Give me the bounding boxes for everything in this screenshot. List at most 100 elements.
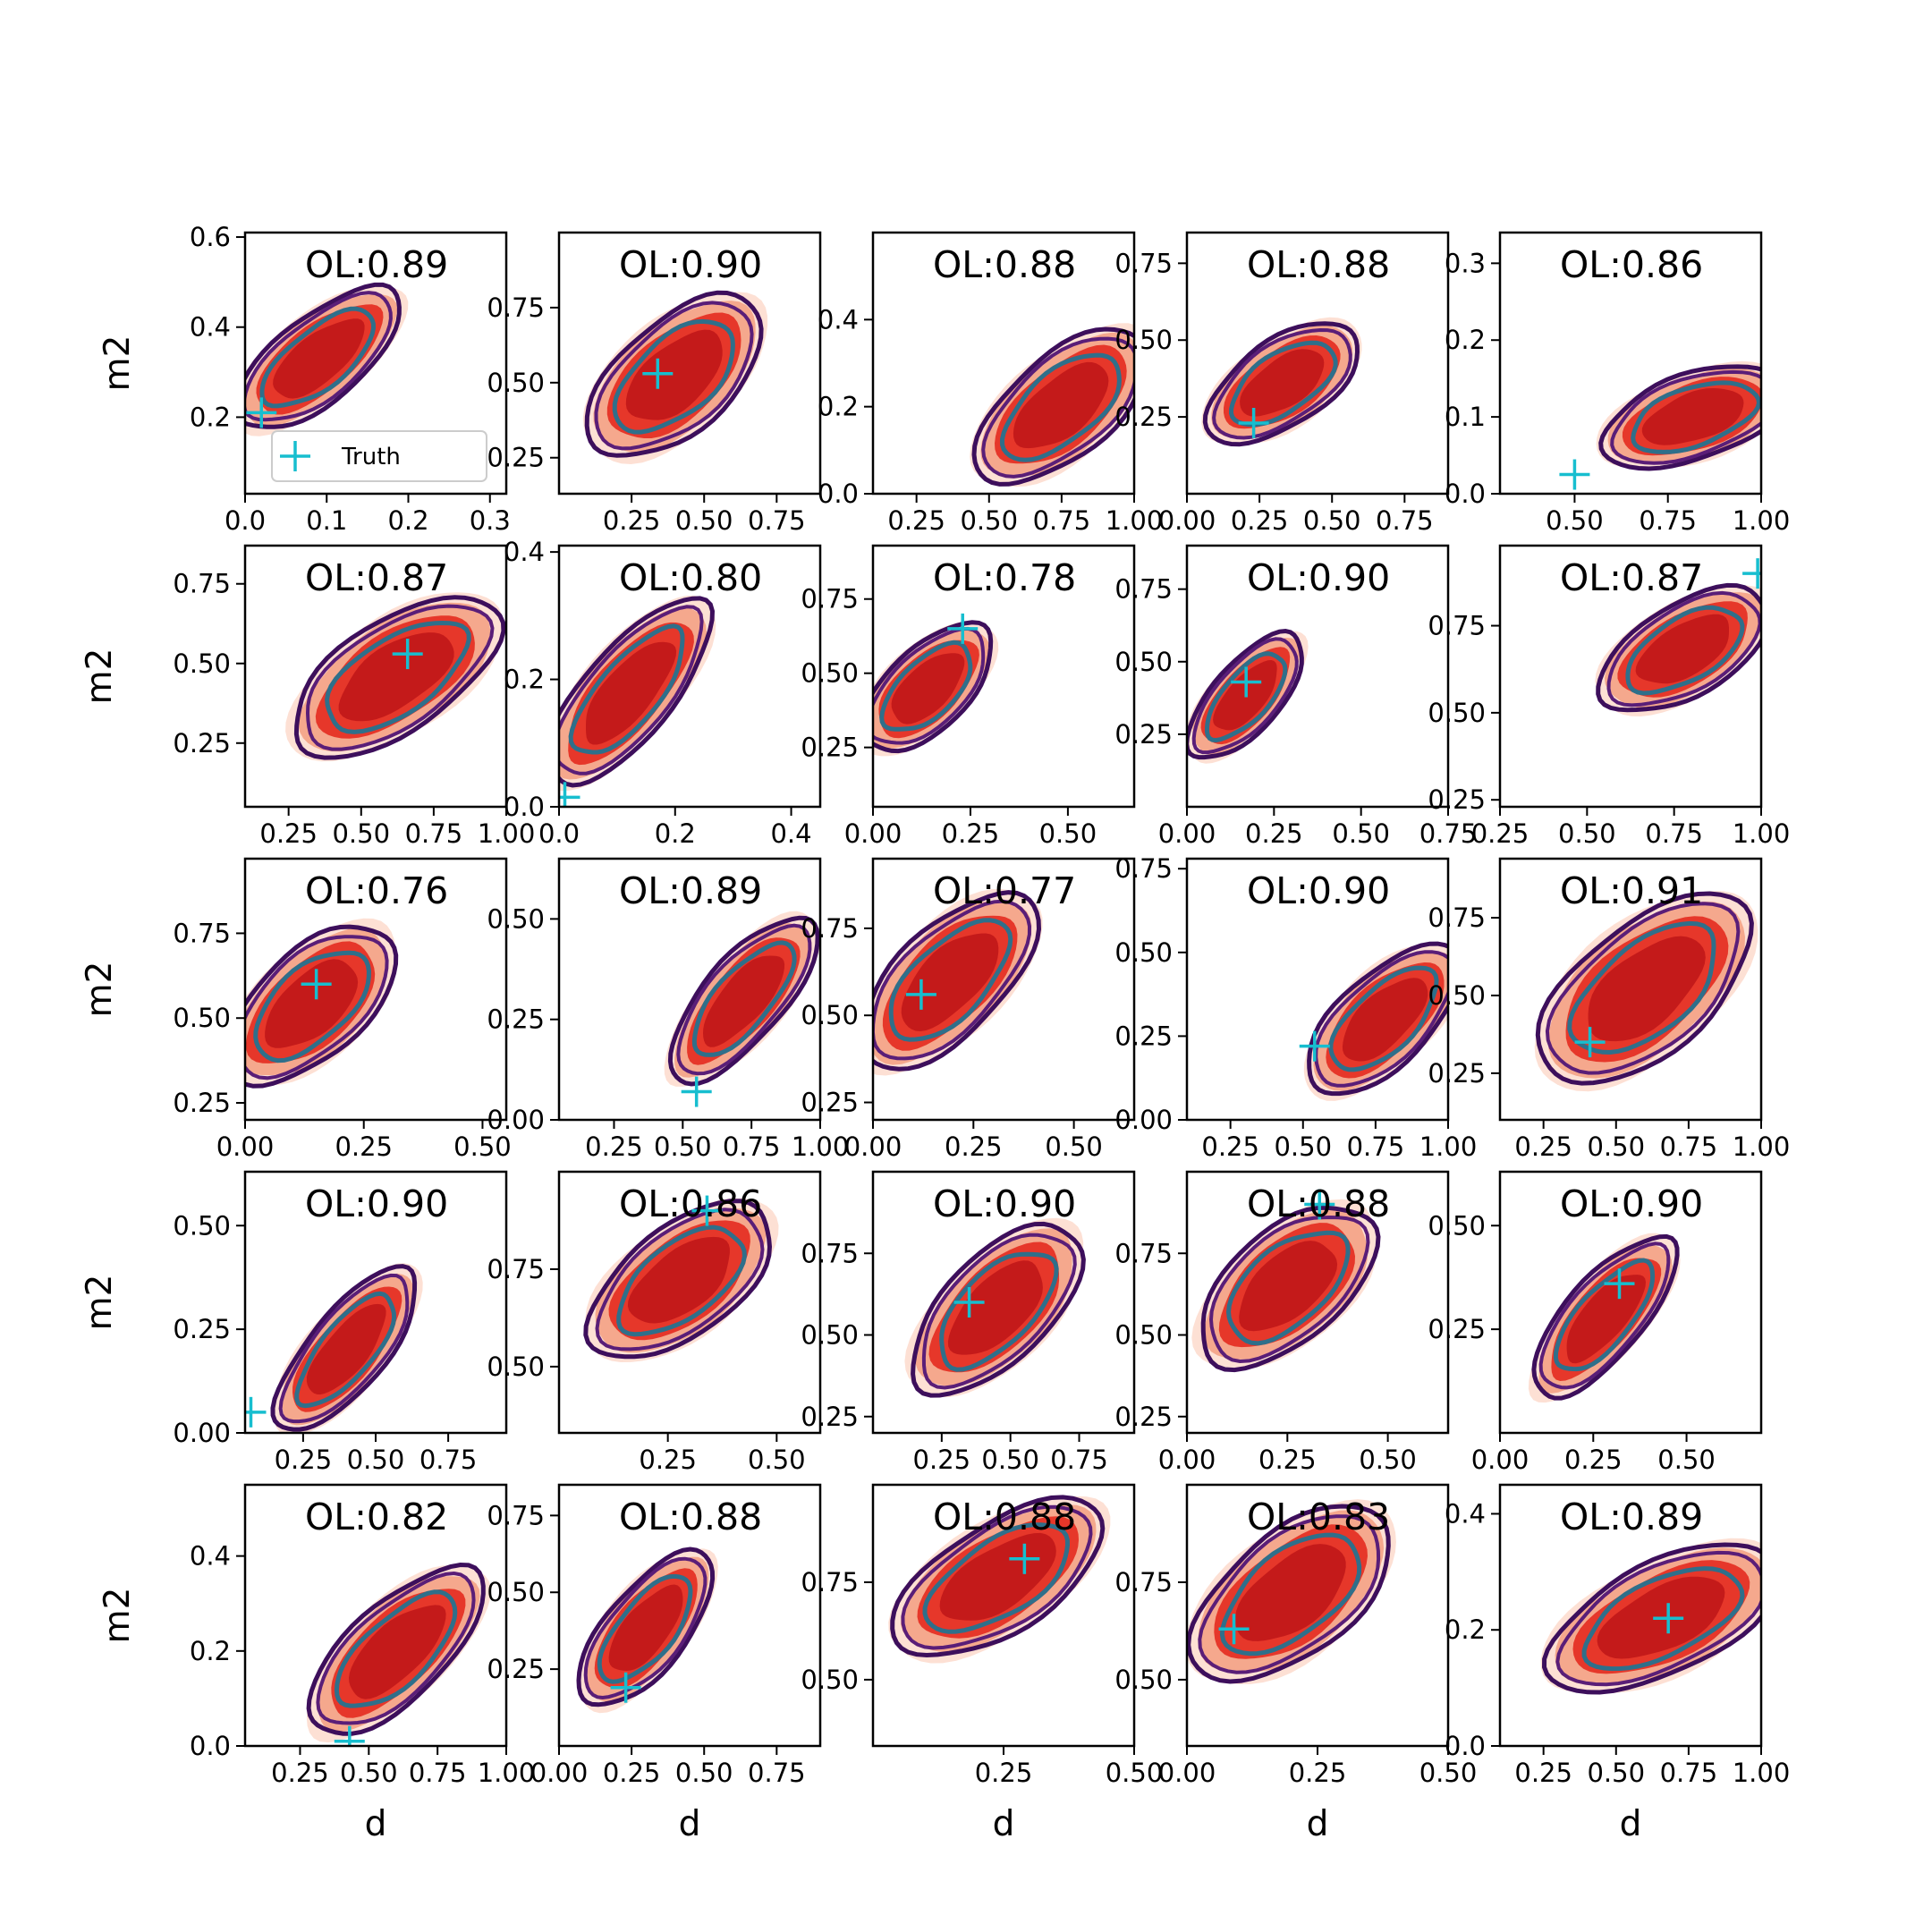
contour-area — [583, 1195, 779, 1362]
y-tick-label: 0.25 — [173, 1088, 231, 1118]
truth-marker — [691, 1195, 723, 1226]
x-tick-label: 0.4 — [770, 818, 811, 849]
overlap-label: OL:0.87 — [1560, 556, 1703, 599]
density-fill-inner — [1239, 1241, 1338, 1332]
x-tick-label: 0.50 — [332, 818, 390, 849]
x-tick-label: 0.25 — [603, 505, 661, 536]
y-tick-label: 0.75 — [487, 1500, 545, 1530]
contour-line-outer — [873, 620, 994, 754]
axes-frame — [557, 544, 822, 809]
contour-line-inner — [1625, 605, 1745, 696]
panel-1-0: 0.25 0.50 0.75 1.00 0.25 0.50 0.75 OL:0.87 m2 — [80, 544, 535, 849]
y-tick-label: 0.50 — [487, 1577, 545, 1607]
y-axis-label: m2 — [97, 335, 138, 392]
x-tick-label: 0.25 — [585, 1131, 643, 1162]
y-tick-label: 0.1 — [1445, 402, 1486, 432]
contour-line-inner — [568, 623, 685, 755]
y-axis-label: m2 — [80, 1275, 120, 1331]
truth-marker — [642, 358, 674, 389]
y-tick-label: 0.75 — [1114, 574, 1173, 605]
truth-marker — [334, 1725, 365, 1746]
density-fill-inner — [901, 933, 999, 1031]
contour-area — [1595, 558, 1761, 716]
density-fill-inner — [947, 1260, 1043, 1355]
y-tick-label: 0.25 — [487, 1004, 545, 1035]
x-tick-label: 0.25 — [335, 1131, 393, 1162]
y-tick-label: 0.75 — [801, 1238, 859, 1268]
x-tick-label: 0.50 — [453, 1131, 512, 1162]
contour-line-outer — [306, 1562, 486, 1736]
truth-marker — [246, 397, 277, 428]
overlap-label: OL:0.86 — [619, 1182, 762, 1225]
overlap-label: OL:0.90 — [619, 243, 762, 286]
x-tick-label: 0.50 — [1546, 505, 1604, 536]
x-tick-label: 0.75 — [1660, 1758, 1718, 1788]
y-tick-label: 0.50 — [487, 1352, 545, 1382]
contour-area — [888, 1495, 1111, 1664]
axes-frame — [557, 231, 822, 496]
panel-3-0: 0.25 0.50 0.75 0.00 0.25 0.50 OL:0.90 m2 — [80, 1170, 508, 1475]
density-fill-inner — [1013, 361, 1109, 449]
y-tick-label: 0.0 — [818, 479, 859, 509]
x-tick-label: 0.25 — [275, 1445, 333, 1475]
x-tick-label: 0.25 — [945, 1131, 1003, 1162]
density-fill-inner — [349, 1605, 446, 1699]
truth-marker — [559, 782, 580, 807]
overlap-label: OL:0.76 — [305, 869, 448, 912]
y-tick-label: 0.50 — [801, 1320, 859, 1351]
contour-line-inner — [616, 1224, 747, 1337]
contour-line-outer — [667, 915, 820, 1087]
axes-frame — [871, 1170, 1136, 1435]
truth-marker — [1559, 459, 1590, 490]
contour-line-inner — [888, 918, 1013, 1042]
y-tick-label: 0.25 — [801, 1402, 859, 1432]
contour-line-outer — [873, 890, 1042, 1072]
overlap-label: OL:0.88 — [1247, 1182, 1390, 1225]
contour-line-inner — [1631, 380, 1761, 454]
contour-line-inner — [334, 1589, 458, 1708]
y-tick-label: 0.50 — [1114, 325, 1173, 355]
contour-line-mid — [1212, 327, 1352, 440]
panel-1-1: 0.0 0.2 0.4 0.0 0.2 0.4 OL:0.80 — [504, 537, 822, 849]
y-tick-label: 0.2 — [190, 1636, 231, 1666]
x-tick-label: 0.25 — [942, 818, 1000, 849]
panel-2-2: 0.00 0.25 0.50 0.25 0.50 0.75 OL:0.77 — [801, 857, 1136, 1162]
y-tick-label: 0.50 — [173, 1003, 231, 1033]
y-tick-label: 0.25 — [1428, 1314, 1486, 1344]
x-tick-label: 0.50 — [1274, 1131, 1332, 1162]
contour-line-outer — [1535, 891, 1754, 1086]
contour-line-outer — [890, 1495, 1106, 1658]
y-tick-label: 0.2 — [818, 392, 859, 422]
overlap-label: OL:0.88 — [933, 243, 1076, 286]
contour-area — [664, 911, 820, 1107]
x-tick-label: 0.75 — [1660, 1131, 1718, 1162]
contour-line-mid — [1538, 1241, 1671, 1390]
overlap-label: OL:0.80 — [619, 556, 762, 599]
truth-marker — [1604, 1268, 1635, 1300]
contour-line-outer — [270, 1264, 418, 1432]
y-tick-label: 0.2 — [504, 665, 545, 695]
x-tick-label: 0.75 — [1033, 505, 1091, 536]
contour-area — [970, 323, 1134, 487]
contour-line-inner — [259, 306, 377, 409]
x-tick-label: 0.00 — [844, 818, 902, 849]
panel-3-2: 0.25 0.50 0.75 0.25 0.50 0.75 OL:0.90 — [801, 1170, 1136, 1475]
density-fill-inner — [703, 955, 785, 1047]
x-tick-label: 0.50 — [981, 1445, 1039, 1475]
x-tick-label: 0.25 — [913, 1445, 971, 1475]
contour-line-inner — [1553, 1258, 1656, 1372]
contour-line-mid — [1610, 369, 1761, 465]
panel-4-0: 0.25 0.50 0.75 1.00 0.0 0.2 0.4 OL:0.82 m2 d — [97, 1483, 535, 1844]
contour-line-outer — [1596, 582, 1761, 713]
panel-0-1: 0.25 0.50 0.75 0.25 0.50 0.75 OL:0.90 — [487, 231, 822, 536]
x-tick-label: 0.00 — [1158, 818, 1216, 849]
contour-line-mid — [873, 899, 1032, 1061]
y-tick-label: 0.00 — [487, 1105, 545, 1135]
overlap-label: OL:0.89 — [1560, 1496, 1703, 1538]
axes-frame — [243, 1483, 508, 1748]
density-fill-inner — [1235, 1544, 1346, 1641]
x-tick-label: 0.00 — [1158, 505, 1216, 536]
y-axis-label: m2 — [80, 648, 120, 705]
y-tick-label: 0.25 — [1114, 402, 1173, 432]
x-tick-label: 1.00 — [1106, 505, 1164, 536]
